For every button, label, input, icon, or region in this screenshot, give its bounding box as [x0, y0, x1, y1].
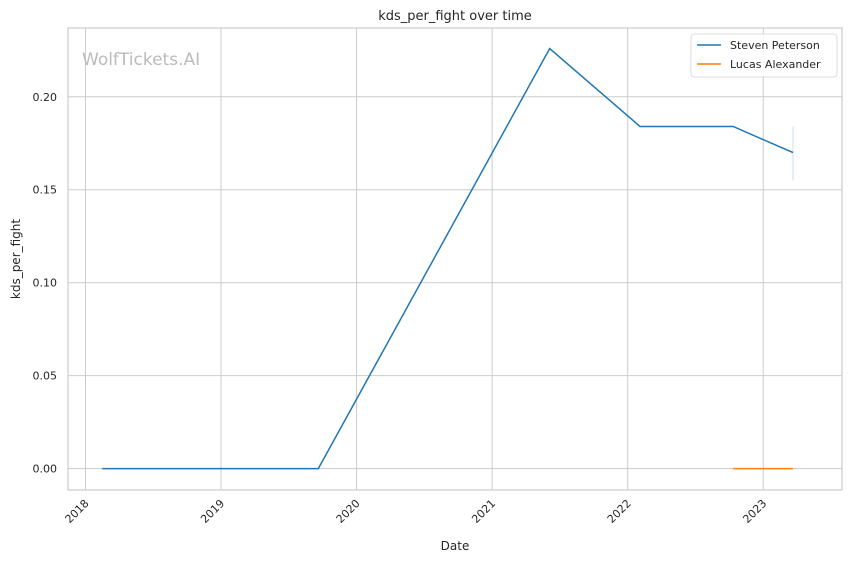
- x-tick-label: 2021: [469, 497, 498, 526]
- y-tick-label: 0.15: [33, 184, 58, 197]
- y-tick-label: 0.20: [33, 91, 58, 104]
- watermark: WolfTickets.AI: [82, 50, 200, 70]
- x-tick-label: 2020: [334, 497, 363, 526]
- y-tick-label: 0.10: [33, 277, 58, 290]
- legend-label-lucas-alexander: Lucas Alexander: [730, 58, 821, 71]
- y-axis-label: kds_per_fight: [9, 219, 23, 300]
- x-tick-label: 2019: [198, 497, 227, 526]
- y-tick-label: 0.05: [33, 370, 58, 383]
- x-tick-label: 2018: [63, 497, 92, 526]
- x-tick-label: 2023: [740, 497, 769, 526]
- x-tick-label: 2022: [605, 497, 634, 526]
- y-tick-label: 0.00: [33, 463, 58, 476]
- legend-label-steven-peterson: Steven Peterson: [730, 39, 820, 52]
- x-axis-label: Date: [441, 539, 470, 553]
- series-line-steven-peterson: [102, 47, 794, 470]
- legend: Steven Peterson Lucas Alexander: [690, 33, 838, 78]
- chart-title: kds_per_fight over time: [378, 9, 532, 24]
- legend-box: [690, 33, 838, 78]
- plot-area: [67, 27, 843, 491]
